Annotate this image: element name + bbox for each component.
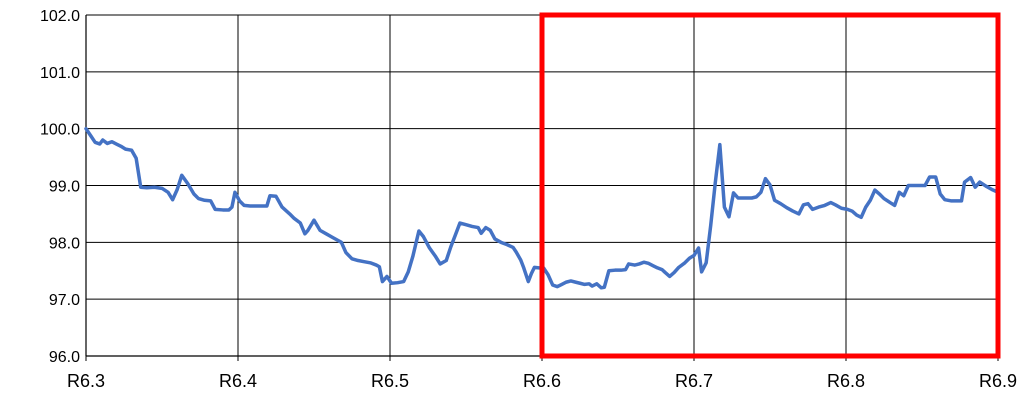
x-axis-tick-labels: R6.3 R6.4 R6.5 R6.6 R6.7 R6.8 R6.9 (67, 371, 1017, 391)
y-tick-label: 100.0 (40, 122, 80, 139)
y-axis-tick-labels: 96.0 97.0 98.0 99.0 100.0 101.0 102.0 (40, 8, 80, 366)
highlight-layer (539, 12, 1001, 359)
x-tick-label: R6.7 (675, 371, 713, 391)
y-tick-label: 99.0 (49, 179, 80, 196)
y-tick-label: 101.0 (40, 65, 80, 82)
series-line (84, 126, 1000, 290)
y-tick-label: 97.0 (49, 292, 80, 309)
y-tick-label: 102.0 (40, 8, 80, 25)
x-tick-label: R6.8 (827, 371, 865, 391)
x-tick-label: R6.5 (371, 371, 409, 391)
x-tick-label: R6.4 (219, 371, 257, 391)
x-tick-label: R6.6 (523, 371, 561, 391)
y-tick-label: 96.0 (49, 349, 80, 366)
x-tick-label: R6.3 (67, 371, 105, 391)
highlight-rectangle (539, 12, 1001, 359)
x-tick-label: R6.9 (979, 371, 1017, 391)
series-layer (84, 126, 1000, 290)
y-tick-label: 98.0 (49, 235, 80, 252)
